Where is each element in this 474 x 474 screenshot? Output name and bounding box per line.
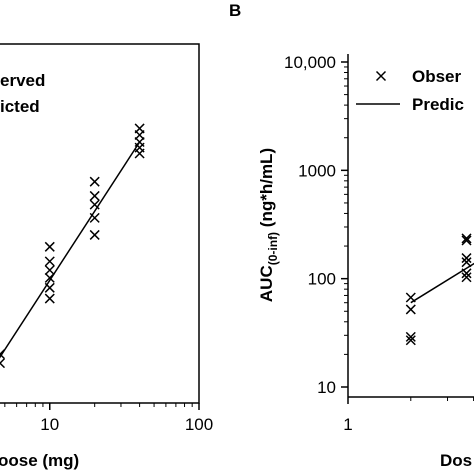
panel-b-y-tick-label: 10,000 <box>284 53 336 72</box>
panel-b-y-ticks: 10 100 1000 10,000 <box>284 53 348 397</box>
panel-b-legend-predicted: Predic <box>412 95 464 114</box>
panel-b-letter: B <box>229 1 241 20</box>
panel-b-y-tick-label: 10 <box>317 378 336 397</box>
panel-b: B 10 100 1000 10,000 1 Obser Predic AUC(0-in… <box>229 1 474 470</box>
panel-a-predicted-line <box>0 141 141 359</box>
panel-b-legend-observed: Obser <box>412 67 462 86</box>
panel-a-plot-frame <box>0 43 200 404</box>
panel-a-observed-points <box>0 123 145 369</box>
panel-a-observed-point <box>89 199 100 210</box>
panel-b-observed-point <box>405 335 416 346</box>
panel-b-observed-point <box>405 304 416 315</box>
panel-a-observed-point <box>134 123 145 134</box>
panel-b-observed-point <box>461 257 472 268</box>
panel-b-observed-point <box>405 292 416 303</box>
panel-b-y-tick-label: 1000 <box>298 161 336 180</box>
panel-b-observed-point <box>405 331 416 342</box>
panel-b-x-ticks: 1 <box>343 397 474 434</box>
panel-a-legend-predicted: icted <box>0 97 40 116</box>
panel-a-observed-point <box>89 176 100 187</box>
panel-a: 10 100 erved icted oose (mg) <box>0 43 213 470</box>
panel-b-x-tick-label: 1 <box>343 415 352 434</box>
panel-b-y-axis-label: AUC(0-inf) (ng*h/mL) <box>257 148 280 302</box>
panel-b-x-axis-label: Dos <box>440 451 472 470</box>
panel-a-observed-point <box>0 358 6 369</box>
panel-a-observed-point <box>89 212 100 223</box>
panel-b-observed-point <box>461 272 472 283</box>
panel-b-observed-point <box>461 233 472 244</box>
panel-a-observed-point <box>89 229 100 240</box>
panel-b-observed-point <box>461 235 472 246</box>
panel-a-observed-point <box>89 190 100 201</box>
panel-a-predicted-segment <box>0 141 141 359</box>
panel-a-x-tick-label: 100 <box>185 415 213 434</box>
panel-b-legend: Obser Predic <box>356 67 464 114</box>
panel-a-legend-observed: erved <box>0 71 45 90</box>
panel-a-observed-point <box>44 256 55 267</box>
panel-b-observed-points <box>405 233 472 346</box>
panel-a-observed-point <box>0 349 6 360</box>
panel-a-observed-point <box>44 282 55 293</box>
panel-b-predicted-segment <box>410 262 474 304</box>
panel-a-x-tick-label: 10 <box>40 415 59 434</box>
panel-a-observed-point <box>44 293 55 304</box>
panel-a-observed-point <box>44 272 55 283</box>
panel-b-y-tick-label: 100 <box>308 270 336 289</box>
panel-b-observed-point <box>461 253 472 264</box>
panel-b-observed-point <box>461 268 472 279</box>
panel-a-observed-point <box>44 265 55 276</box>
panel-a-x-ticks: 10 100 <box>4 403 213 434</box>
panel-a-observed-point <box>44 241 55 252</box>
panel-b-legend-x-marker <box>375 70 387 82</box>
panel-b-predicted-line <box>410 262 474 304</box>
panel-a-x-axis-label: oose (mg) <box>0 451 79 470</box>
